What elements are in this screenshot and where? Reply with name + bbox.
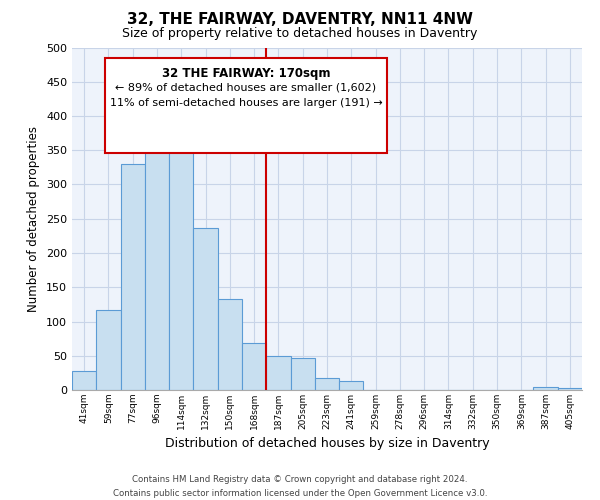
Bar — [218, 299, 242, 390]
Bar — [266, 356, 290, 390]
Bar — [339, 381, 364, 390]
Bar — [193, 228, 218, 390]
Text: Size of property relative to detached houses in Daventry: Size of property relative to detached ho… — [122, 28, 478, 40]
Text: 32 THE FAIRWAY: 170sqm: 32 THE FAIRWAY: 170sqm — [162, 66, 330, 80]
Text: ← 89% of detached houses are smaller (1,602): ← 89% of detached houses are smaller (1,… — [115, 82, 377, 92]
Text: 32, THE FAIRWAY, DAVENTRY, NN11 4NW: 32, THE FAIRWAY, DAVENTRY, NN11 4NW — [127, 12, 473, 28]
Bar — [72, 371, 96, 390]
Bar — [315, 378, 339, 390]
Y-axis label: Number of detached properties: Number of detached properties — [28, 126, 40, 312]
Bar — [121, 164, 145, 390]
Bar — [145, 126, 169, 390]
Bar — [96, 310, 121, 390]
Bar — [169, 133, 193, 390]
Bar — [533, 386, 558, 390]
Bar — [558, 388, 582, 390]
X-axis label: Distribution of detached houses by size in Daventry: Distribution of detached houses by size … — [164, 438, 490, 450]
Bar — [242, 344, 266, 390]
Text: 11% of semi-detached houses are larger (191) →: 11% of semi-detached houses are larger (… — [110, 98, 382, 108]
Text: Contains HM Land Registry data © Crown copyright and database right 2024.
Contai: Contains HM Land Registry data © Crown c… — [113, 476, 487, 498]
Bar — [290, 358, 315, 390]
